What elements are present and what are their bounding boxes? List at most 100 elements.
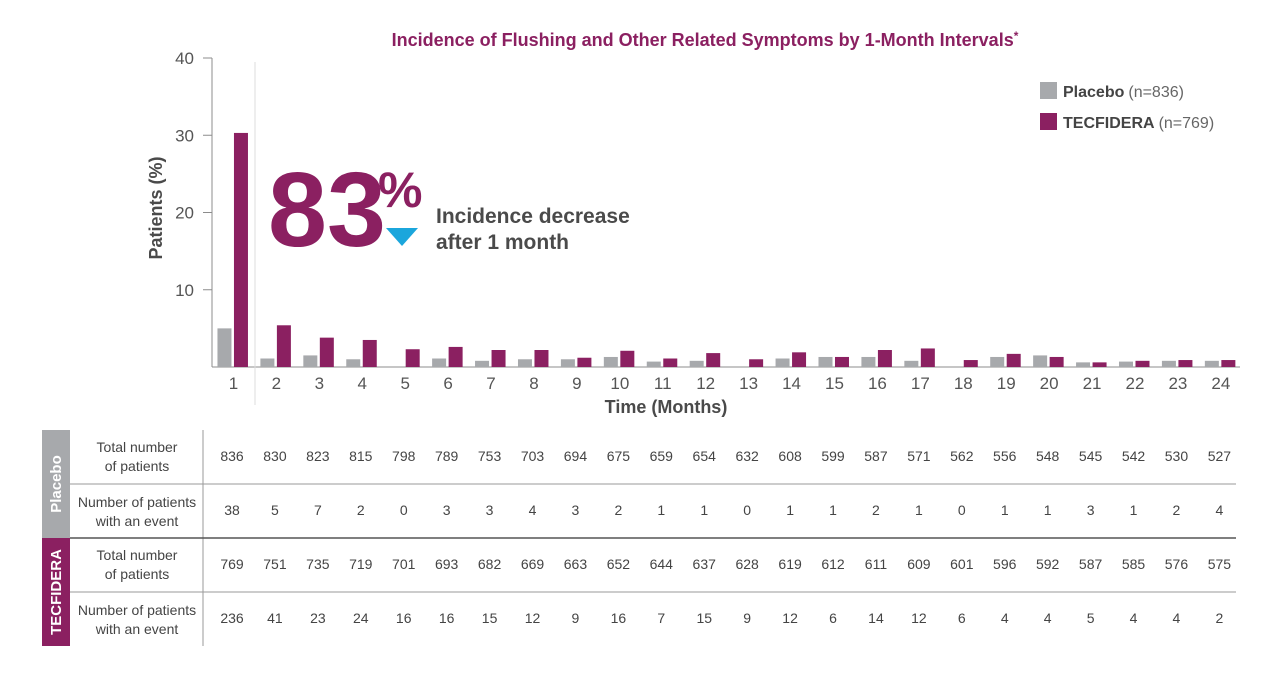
table-cell: 1	[1130, 502, 1138, 518]
bar-placebo-month-11	[646, 361, 661, 367]
table-cell: 735	[306, 556, 330, 572]
x-tick-label: 4	[358, 374, 367, 393]
x-tick-label: 15	[825, 374, 844, 393]
bars	[217, 132, 1236, 367]
table-cell: 4	[1044, 610, 1052, 626]
table-cell: 571	[907, 448, 931, 464]
bar-tecfidera-month-6	[448, 346, 463, 367]
x-tick-label: 3	[315, 374, 324, 393]
table-cell: 4	[529, 502, 537, 518]
table-cell: 4	[1130, 610, 1138, 626]
table-cell: 611	[865, 556, 888, 572]
y-tick-label: 10	[175, 281, 194, 300]
bar-placebo-month-3	[303, 355, 318, 367]
table-cell: 545	[1079, 448, 1103, 464]
y-tick-label: 20	[175, 204, 194, 223]
table-cell: 701	[392, 556, 416, 572]
table-cell: 556	[993, 448, 1017, 464]
bar-placebo-month-10	[603, 356, 618, 367]
bar-placebo-month-20	[1033, 355, 1048, 367]
bar-placebo-month-24	[1204, 360, 1219, 367]
table-cell: 693	[435, 556, 459, 572]
bar-placebo-month-12	[689, 360, 704, 367]
x-ticks: 1 2 3 4 5 6 7 8 9 10 11 12 13 14 15 16 17 18 19 20 21 22 23 24	[229, 374, 1231, 393]
table-cell: 0	[400, 502, 408, 518]
bar-tecfidera-month-9	[577, 357, 592, 367]
table-cell: 5	[271, 502, 279, 518]
bar-placebo-month-9	[560, 359, 575, 367]
bar-placebo-month-22	[1118, 361, 1133, 367]
bar-tecfidera-month-14	[792, 352, 807, 367]
table-cell: 644	[650, 556, 674, 572]
table-cell: 16	[396, 610, 412, 626]
bar-tecfidera-month-2	[276, 325, 291, 367]
y-tick-label: 40	[175, 49, 194, 68]
table-cell: 9	[743, 610, 751, 626]
table-cell: 1	[1044, 502, 1052, 518]
table-cell: 14	[868, 610, 884, 626]
table-cell: 1	[915, 502, 923, 518]
table-cell: 652	[607, 556, 631, 572]
table-cell: 1	[829, 502, 837, 518]
table-cell: 585	[1122, 556, 1146, 572]
table-cell: 15	[696, 610, 712, 626]
bar-tecfidera-month-13	[749, 359, 764, 367]
x-tick-label: 19	[997, 374, 1016, 393]
bar-tecfidera-month-16	[877, 350, 892, 367]
x-axis-label: Time (Months)	[605, 397, 728, 417]
x-tick-label: 18	[954, 374, 973, 393]
x-tick-label: 2	[272, 374, 281, 393]
bar-tecfidera-month-5	[405, 349, 420, 367]
x-tick-label: 20	[1040, 374, 1059, 393]
table-cell: 576	[1165, 556, 1189, 572]
table-cell: 609	[907, 556, 931, 572]
table-cell: 637	[693, 556, 717, 572]
bar-placebo-month-15	[818, 356, 833, 367]
x-tick-label: 1	[229, 374, 238, 393]
table-cell: 703	[521, 448, 545, 464]
group-bar-tecfidera	[42, 538, 70, 646]
table-cell: 1	[1001, 502, 1009, 518]
table-cell: 5	[1087, 610, 1095, 626]
table-cell: 632	[735, 448, 759, 464]
table-cell: 1	[657, 502, 665, 518]
bar-tecfidera-month-20	[1049, 356, 1064, 367]
table-cell: 1	[786, 502, 794, 518]
x-tick-label: 11	[654, 374, 672, 393]
table-cell: 41	[267, 610, 283, 626]
bar-chart: Incidence of Flushing and Other Related …	[146, 29, 1240, 417]
bar-tecfidera-month-21	[1092, 362, 1107, 367]
table-cell: 659	[650, 448, 674, 464]
x-tick-label: 9	[572, 374, 581, 393]
table-cell: 675	[607, 448, 631, 464]
table-cell: 751	[263, 556, 287, 572]
row-label-tecfidera-events: Number of patients with an event	[78, 602, 196, 637]
table-cell: 769	[220, 556, 244, 572]
bar-tecfidera-month-12	[706, 353, 721, 367]
table-cell: 601	[950, 556, 974, 572]
table-cell: 587	[864, 448, 888, 464]
row-label-tecfidera-total: Total number of patients	[97, 547, 178, 582]
x-tick-label: 16	[868, 374, 887, 393]
bar-placebo-month-21	[1076, 362, 1091, 367]
table-cell: 16	[611, 610, 627, 626]
x-tick-label: 5	[400, 374, 409, 393]
bar-tecfidera-month-19	[1006, 353, 1021, 367]
table-cell: 836	[220, 448, 244, 464]
table-cell: 798	[392, 448, 416, 464]
bar-placebo-month-16	[861, 356, 876, 367]
table-cell: 6	[829, 610, 837, 626]
table-cell: 7	[657, 610, 665, 626]
table-cell: 2	[1173, 502, 1181, 518]
row-label-placebo-total: Total number of patients	[97, 439, 178, 474]
table-cell: 15	[482, 610, 498, 626]
table-cell: 9	[572, 610, 580, 626]
table-cell: 753	[478, 448, 502, 464]
group-bar-placebo	[42, 430, 70, 538]
table-cell: 6	[958, 610, 966, 626]
group-label-placebo: Placebo	[48, 455, 65, 513]
bar-tecfidera-month-1	[233, 132, 248, 367]
table-cell: 682	[478, 556, 502, 572]
row-label-placebo-events: Number of patients with an event	[78, 494, 196, 529]
table-cell: 789	[435, 448, 459, 464]
